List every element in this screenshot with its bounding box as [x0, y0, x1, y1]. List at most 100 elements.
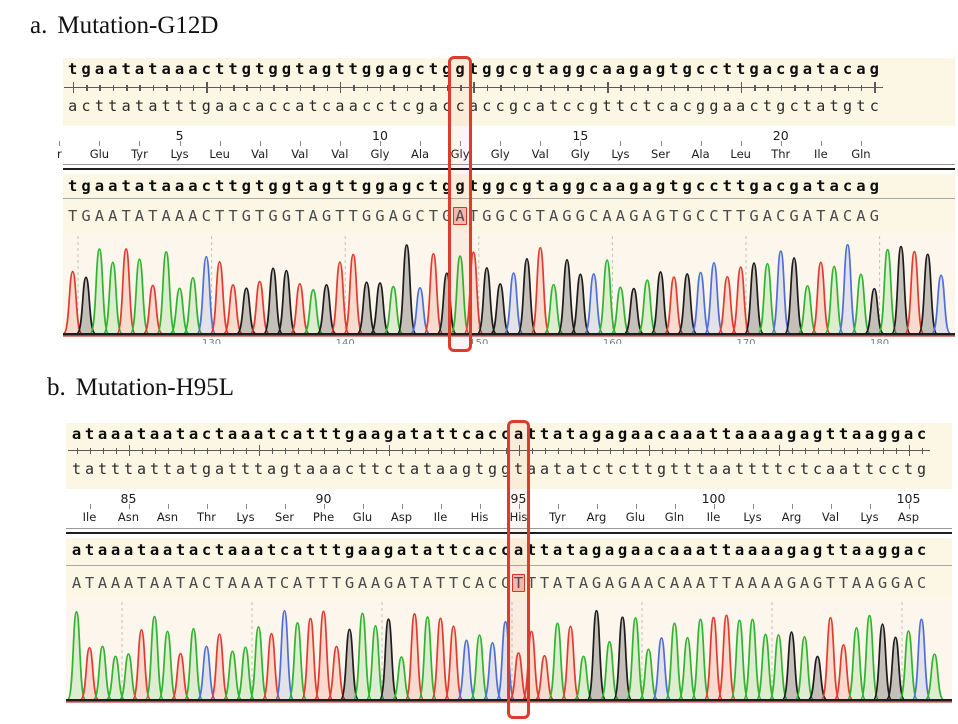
base: a	[552, 541, 563, 559]
residue-tick	[139, 141, 141, 146]
trace-peak-T	[904, 250, 925, 334]
aa-track-line-thin	[63, 164, 955, 165]
ruler-tick	[544, 447, 546, 454]
base: a	[630, 541, 641, 559]
base: T	[838, 574, 849, 592]
base: a	[370, 425, 381, 443]
ruler-tick	[414, 447, 416, 454]
trace-peak-G	[517, 258, 537, 334]
trace-peak-A	[548, 622, 567, 700]
base: g	[589, 97, 599, 115]
base: A	[162, 574, 173, 592]
trace-peak-A	[851, 273, 871, 334]
base: t	[94, 97, 104, 115]
trace-peak-T	[80, 646, 99, 700]
trace-peak-C	[837, 243, 858, 334]
base: a	[149, 425, 160, 443]
amino-acid-label: Phe	[312, 510, 335, 524]
residue-tick	[379, 141, 381, 146]
base: G	[562, 207, 572, 225]
base: a	[71, 425, 82, 443]
base: a	[513, 425, 524, 443]
base: a	[643, 425, 654, 443]
residue-tick	[908, 504, 910, 509]
trace-peak-T	[530, 246, 550, 334]
base: T	[669, 207, 679, 225]
base: a	[123, 541, 134, 559]
base: G	[890, 574, 901, 592]
base: c	[201, 60, 211, 78]
base: t	[214, 177, 225, 195]
mutation-box	[507, 420, 530, 719]
trace-peak-A	[392, 656, 411, 700]
base: a	[802, 177, 813, 195]
base: A	[161, 207, 171, 225]
base: a	[188, 177, 198, 195]
ruler-tick	[607, 82, 609, 93]
base: c	[877, 460, 888, 478]
base: a	[97, 541, 108, 559]
base: t	[149, 460, 160, 478]
amino-acid-label: Thr	[771, 147, 791, 161]
ruler-tick	[401, 447, 403, 454]
base: c	[617, 460, 628, 478]
trace-peak-A	[93, 645, 112, 700]
base: a	[552, 425, 563, 443]
residue-tick	[128, 504, 130, 509]
trace-peak-A	[129, 258, 150, 334]
ruler-tick	[727, 84, 729, 91]
base: c	[321, 97, 332, 115]
amino-acid-label: Val	[331, 147, 349, 161]
trace-peak-T	[301, 617, 320, 700]
base: c	[812, 460, 823, 478]
ruler-tick	[580, 84, 582, 91]
base: A	[71, 574, 82, 592]
base: a	[535, 97, 545, 115]
base: t	[802, 97, 812, 115]
base: t	[468, 177, 479, 195]
trace-peak-G	[886, 636, 905, 700]
residue-tick	[339, 141, 341, 146]
base: A	[149, 574, 160, 592]
base: t	[428, 177, 439, 195]
base: t	[121, 60, 131, 78]
ruler-tick	[366, 84, 369, 91]
amino-acid-label: Val	[291, 147, 309, 161]
ruler-tick	[440, 447, 442, 454]
base: a	[188, 541, 199, 559]
amino-acid-label: Lys	[611, 147, 630, 161]
trace-peak-G	[677, 273, 697, 334]
base: t	[162, 460, 173, 478]
amino-acid-label: Tyr	[549, 510, 566, 524]
scan-number: 160	[603, 338, 622, 344]
base: c	[869, 97, 879, 115]
trace-peak-T	[535, 654, 554, 700]
base: t	[68, 177, 78, 195]
base: T	[721, 574, 732, 592]
base: a	[255, 97, 265, 115]
base: C	[201, 574, 212, 592]
base: a	[253, 541, 264, 559]
base: a	[762, 60, 773, 78]
base: g	[241, 60, 252, 78]
trace-peak-C	[196, 255, 216, 334]
ruler-tick	[192, 84, 195, 91]
base: a	[773, 541, 784, 559]
base: c	[487, 541, 498, 559]
trace-peak-T	[509, 652, 528, 700]
base: C	[508, 207, 519, 225]
amino-acid-label: Glu	[89, 147, 110, 161]
reference-underline	[63, 198, 955, 199]
base: a	[799, 541, 810, 559]
ruler-tick	[593, 84, 596, 91]
trace-peak-G	[613, 616, 632, 700]
base: T	[825, 574, 836, 592]
ruler-tick	[339, 82, 342, 93]
ruler	[68, 445, 930, 456]
base: a	[695, 425, 706, 443]
base: c	[695, 60, 706, 78]
base: T	[266, 574, 277, 592]
base: a	[428, 97, 438, 115]
trace-peak-T	[132, 629, 151, 700]
